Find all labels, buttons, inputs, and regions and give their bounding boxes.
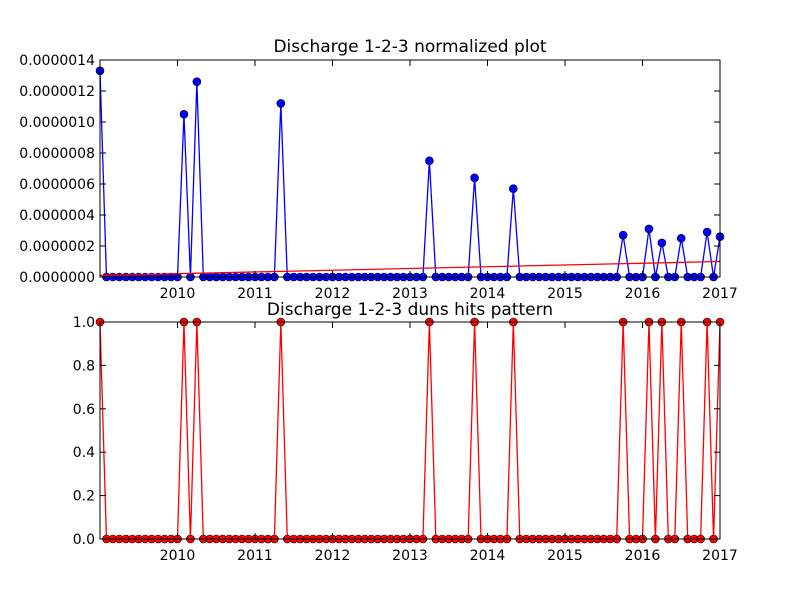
- y-tick-label: 0.8: [73, 358, 95, 374]
- chart-duns-hits-pattern: Discharge 1-2-3 duns hits pattern 2010 20…: [73, 300, 738, 564]
- y-tick-label: 0.0000000: [19, 270, 95, 286]
- x-tick-label: 2012: [315, 286, 351, 302]
- x-tick-label: 2013: [392, 286, 428, 302]
- y-tick-label: 0.0000014: [19, 53, 95, 69]
- y-tick-label: 0.6: [73, 402, 95, 418]
- x-tick-label: 2010: [160, 548, 196, 564]
- data-point: [509, 184, 518, 193]
- data-point: [179, 109, 189, 119]
- data-point: [470, 173, 479, 183]
- data-point: [702, 227, 712, 237]
- data-point: [425, 156, 434, 166]
- y-tick-label: 0.4: [73, 445, 95, 461]
- x-tick-label: 2011: [237, 548, 273, 564]
- y-tick-label: 0.0000006: [19, 177, 95, 193]
- x-tick-label: 2013: [392, 548, 428, 564]
- x-tick-label: 2014: [470, 286, 506, 302]
- x-tick-label: 2016: [625, 548, 661, 564]
- y-tick-label: 0.0000010: [19, 115, 95, 131]
- x-tick-label: 2015: [547, 548, 583, 564]
- y-tick-label: 0.0000002: [19, 239, 95, 255]
- plot-area: 2010 2011 2012 2013 2014 2015 2016 2017 0.000000…: [19, 53, 738, 302]
- chart-title: Discharge 1-2-3 normalized plot: [273, 37, 546, 57]
- x-tick-label: 2017: [702, 548, 738, 564]
- y-tick-label: 0.0000008: [19, 146, 95, 162]
- data-point: [276, 99, 286, 108]
- y-tick-label: 0.0000012: [19, 84, 95, 100]
- data-point: [192, 77, 202, 86]
- data-point: [644, 224, 654, 234]
- x-tick-label: 2016: [625, 286, 661, 302]
- series-line-1: [99, 260, 721, 277]
- x-tick-label: 2015: [547, 286, 583, 302]
- chart-normalized-plot: Discharge 1-2-3 normalized plot 2010 2011…: [19, 37, 738, 302]
- y-tick-label: 0.0: [73, 532, 95, 548]
- data-point: [618, 230, 628, 240]
- y-tick-label: 0.2: [73, 489, 95, 505]
- x-tick-label: 2017: [702, 286, 738, 302]
- data-point: [676, 233, 686, 243]
- y-tick-label: 1.0: [73, 315, 95, 331]
- data-point: [657, 238, 667, 248]
- plot-area: 2010 2011 2012 2013 2014 2015 2016 2017 0.0 0.2 0.…: [73, 315, 738, 564]
- x-tick-label: 2014: [470, 548, 506, 564]
- chart-title: Discharge 1-2-3 duns hits pattern: [267, 300, 553, 320]
- y-tick-label: 0.0000004: [19, 208, 95, 224]
- x-tick-label: 2012: [315, 548, 351, 564]
- x-tick-label: 2011: [237, 286, 273, 302]
- x-tick-label: 2010: [160, 286, 196, 302]
